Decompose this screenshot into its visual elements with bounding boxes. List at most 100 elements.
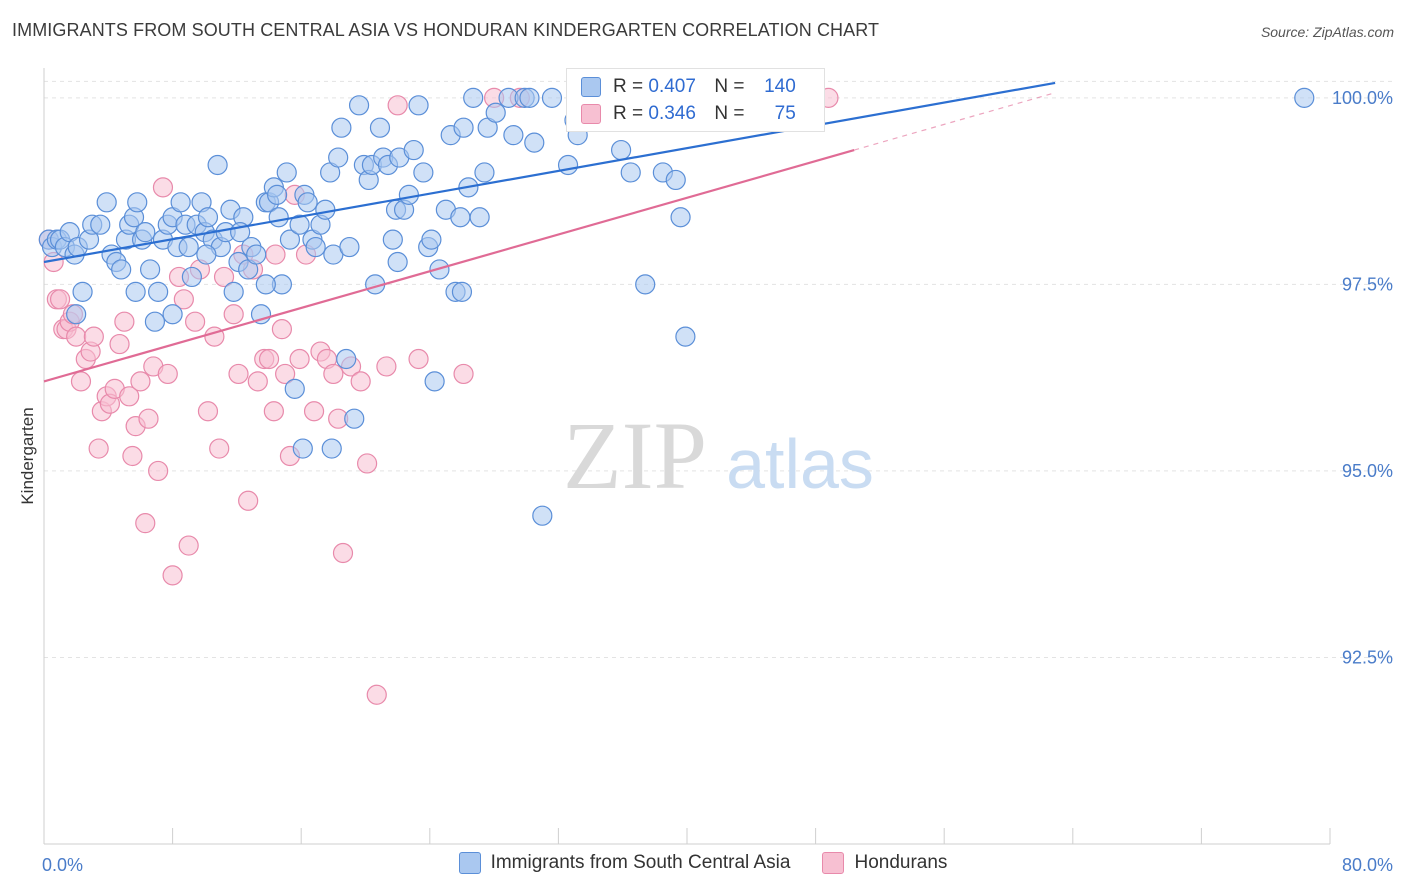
honduran-point <box>275 363 296 385</box>
hondurans-trend-line <box>43 149 855 383</box>
legend-label-south-central-asia: Immigrants from South Central Asia <box>490 852 791 873</box>
south-central-asia-point <box>382 229 403 250</box>
south-central-asia-point <box>162 304 183 325</box>
axes <box>43 68 1331 845</box>
south-central-asia-point <box>557 154 579 176</box>
south-central-asia-point <box>321 438 342 459</box>
honduran-point <box>148 460 169 482</box>
honduran-point <box>135 513 156 534</box>
honduran-point <box>247 371 268 392</box>
south-central-asia-point <box>408 95 429 116</box>
tick-labels: 92.5% 95.0% 97.5% 100.0% 0.0% 80.0% <box>42 88 1393 875</box>
honduran-point <box>197 401 219 422</box>
south-central-asia-point <box>424 371 445 392</box>
honduran-point <box>209 438 230 459</box>
south-central-asia-point <box>96 192 117 213</box>
south-central-asia-point <box>297 192 318 213</box>
honduran-point <box>366 684 387 705</box>
south-central-asia-point <box>665 169 686 191</box>
south-central-asia-point <box>266 184 288 205</box>
south-central-asia-point <box>144 311 166 332</box>
honduran-point <box>138 408 159 429</box>
south-central-asia-point <box>66 304 87 325</box>
legend-r-value-pink: 0.346 <box>648 103 696 124</box>
legend-r-value-blue: 0.407 <box>648 76 696 97</box>
legend-item-south-central-asia[interactable]: Immigrants from South Central Asia <box>458 852 791 874</box>
legend-item-hondurans[interactable]: Hondurans <box>822 852 947 874</box>
honduran-point <box>387 95 408 116</box>
honduran-point <box>173 289 194 310</box>
south-central-asia-point <box>450 207 471 228</box>
legend-label-hondurans: Hondurans <box>854 852 948 873</box>
south-central-asia-point <box>255 274 276 295</box>
south-central-asia-point <box>421 229 442 250</box>
south-central-asia-point <box>503 125 524 146</box>
honduran-point <box>49 289 71 310</box>
honduran-point <box>88 438 109 459</box>
watermark-atlas: atlas <box>726 425 874 503</box>
hondurans-trend-extension <box>854 92 1056 151</box>
south-central-asia-point <box>328 147 349 168</box>
honduran-point <box>376 356 397 377</box>
south-central-asia-point <box>670 207 691 228</box>
south-central-asia-point <box>315 199 336 220</box>
x-tick-label-min: 0.0% <box>42 855 83 875</box>
honduran-point <box>303 401 325 422</box>
legend-swatch-blue <box>458 852 481 874</box>
south-central-asia-point <box>675 326 696 347</box>
legend-swatch-pink <box>581 104 601 124</box>
honduran-point <box>122 445 143 467</box>
south-central-asia-point <box>178 236 199 258</box>
south-central-asia-point <box>135 222 156 243</box>
legend-n-value-pink: 75 <box>774 103 796 124</box>
honduran-point <box>238 490 259 511</box>
honduran-point <box>258 348 280 370</box>
south-central-asia-point <box>279 229 301 250</box>
honduran-point <box>178 535 199 556</box>
legend-n-value-blue: 140 <box>764 76 796 97</box>
legend-n-label: N = <box>714 103 745 124</box>
south-central-asia-point <box>139 259 161 280</box>
south-central-asia-point <box>635 274 656 295</box>
honduran-point <box>323 363 344 385</box>
south-central-asia-point <box>344 408 365 429</box>
hondurans-points <box>38 87 839 705</box>
legend-n-label: N = <box>714 76 745 97</box>
source-label: Source: ZipAtlas.com <box>1260 24 1394 40</box>
south-central-asia-point <box>387 251 408 273</box>
south-central-asia-point <box>485 102 506 123</box>
south-central-asia-point <box>453 117 474 138</box>
south-central-asia-point <box>398 184 420 205</box>
legend-row-pink: R = 0.346 N = 75 <box>581 102 796 126</box>
legend-r-label: R = <box>613 76 644 97</box>
honduran-point <box>66 326 87 347</box>
honduran-point <box>119 386 140 407</box>
south-central-asia-point <box>463 87 484 108</box>
south-central-asia-trend-line <box>43 81 1056 264</box>
y-tick-label: 92.5% <box>1342 647 1393 667</box>
south-central-asia-point <box>620 162 641 183</box>
honduran-point <box>162 565 183 586</box>
chart-title: IMMIGRANTS FROM SOUTH CENTRAL ASIA VS HO… <box>12 20 880 40</box>
honduran-point <box>157 363 178 385</box>
south-central-asia-point <box>403 139 424 161</box>
honduran-point <box>114 311 135 332</box>
south-central-asia-point <box>276 162 297 183</box>
south-central-asia-point <box>339 236 360 258</box>
south-central-asia-point <box>369 117 391 138</box>
south-central-asia-point <box>524 132 545 153</box>
south-central-asia-point <box>292 438 313 459</box>
south-central-asia-point <box>331 117 352 138</box>
south-central-asia-point <box>284 378 305 399</box>
honduran-point <box>109 333 130 355</box>
south-central-asia-point <box>127 192 148 213</box>
south-central-asia-point <box>125 281 146 302</box>
south-central-asia-point <box>170 192 191 213</box>
south-central-asia-point <box>90 214 111 235</box>
honduran-point <box>289 348 310 370</box>
y-tick-label: 95.0% <box>1342 461 1393 481</box>
watermark: ZIP atlas <box>563 402 874 509</box>
honduran-point <box>453 363 474 385</box>
south-central-asia-point <box>451 281 473 302</box>
